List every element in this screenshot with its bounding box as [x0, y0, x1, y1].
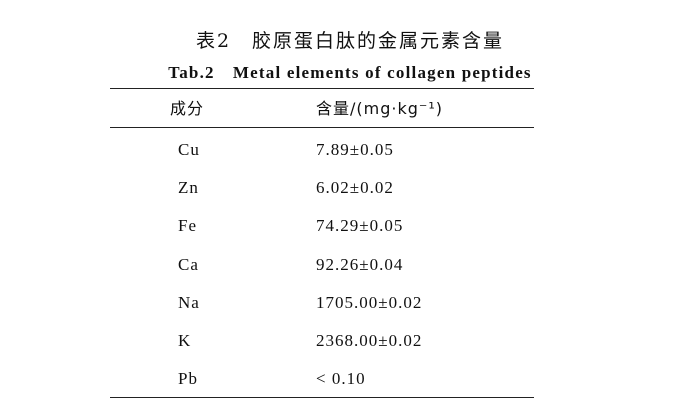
content-cell: 7.89±0.05 — [316, 140, 394, 159]
table-row: Na 1705.00±0.02 — [0, 291, 692, 315]
table-row: Zn 6.02±0.02 — [0, 176, 692, 200]
header-content: 含量/(mg·kg⁻¹) — [316, 99, 443, 118]
table-header: 成分 含量/(mg·kg⁻¹) — [0, 97, 692, 121]
table-row: Ca 92.26±0.04 — [0, 253, 692, 277]
table-caption-chinese: 表2 胶原蛋白肽的金属元素含量 — [195, 30, 505, 52]
content-cell: 1705.00±0.02 — [316, 292, 423, 312]
table-row: Pb < 0.10 — [0, 367, 692, 391]
element-cell: Na — [178, 292, 200, 312]
element-cell: Fe — [178, 216, 197, 236]
content-cell: 2368.00±0.02 — [316, 331, 423, 350]
element-cell: Ca — [178, 254, 199, 274]
element-cell: Zn — [178, 178, 199, 198]
element-cell: K — [178, 331, 192, 350]
table-caption-english: Tab.2 Metal elements of collagen peptide… — [168, 63, 532, 82]
content-cell: < 0.10 — [316, 369, 366, 389]
content-cell: 74.29±0.05 — [316, 216, 404, 236]
element-cell: Cu — [178, 140, 200, 159]
table-row: Cu 7.89±0.05 — [0, 138, 692, 162]
bottom-rule — [110, 397, 534, 398]
element-cell: Pb — [178, 369, 198, 389]
header-component: 成分 — [170, 99, 205, 118]
top-rule — [110, 88, 534, 89]
table-row: Fe 74.29±0.05 — [0, 214, 692, 238]
header-rule — [110, 127, 534, 128]
content-cell: 92.26±0.04 — [316, 254, 404, 274]
content-cell: 6.02±0.02 — [316, 178, 394, 198]
table-row: K 2368.00±0.02 — [0, 329, 692, 353]
